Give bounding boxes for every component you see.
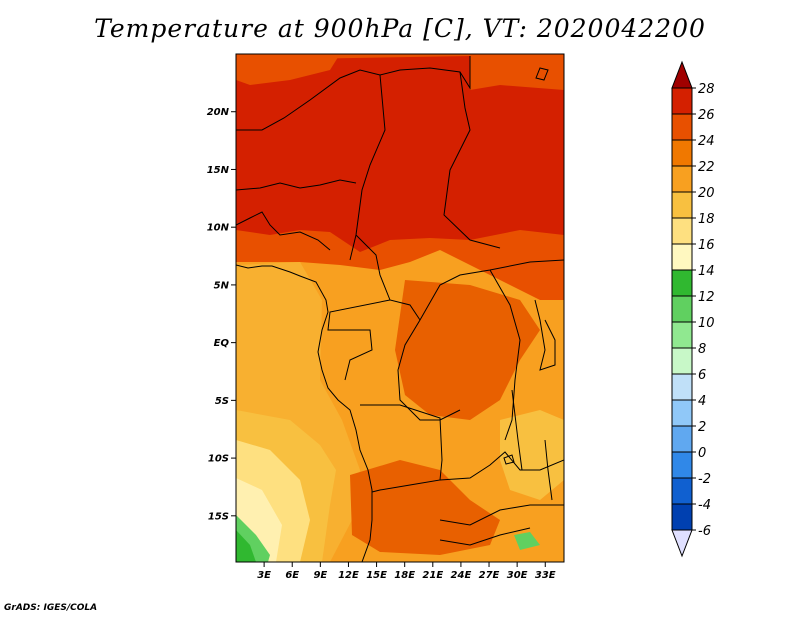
- border-gabon-congo: [327, 299, 391, 381]
- colorbar-swatch: [671, 477, 693, 505]
- lat-tick-label: 20N: [207, 107, 230, 118]
- country-boundaries: [236, 56, 564, 562]
- colorbar-label: 2: [698, 420, 706, 435]
- border-north: [236, 56, 471, 131]
- colorbar-label: -6: [698, 524, 711, 539]
- colorbar-swatch: [671, 139, 693, 167]
- border-zambezi: [439, 504, 564, 526]
- colorbar-swatch: [671, 347, 693, 375]
- field-band-24-26-south: [350, 460, 500, 555]
- colorbar-swatch: [671, 399, 693, 427]
- lat-tick-label: 5N: [214, 280, 230, 291]
- border-cameroon-car-drc: [355, 234, 461, 421]
- colorbar-label: 8: [698, 342, 706, 357]
- border-car-south-sudan: [419, 259, 564, 321]
- northeast-island: [535, 67, 549, 81]
- lon-tick-label: 6E: [285, 570, 299, 581]
- field-pocket-green-east: [514, 532, 540, 550]
- lake-tanganyika: [511, 389, 523, 471]
- colorbar-label: 20: [698, 186, 715, 201]
- colorbar-swatch: [671, 425, 693, 453]
- colorbar-swatch: [671, 451, 693, 479]
- colorbar-label: -2: [698, 472, 711, 487]
- lon-tick-label: 24E: [451, 570, 472, 581]
- lat-tick-label: EQ: [214, 338, 230, 349]
- colorbar-label: 6: [698, 368, 706, 383]
- colorbar-label: 26: [698, 108, 715, 123]
- latitude-axis: 20N 15N 10N 5N EQ 5S 10S 15S: [207, 107, 236, 522]
- temperature-field: [236, 54, 564, 562]
- longitude-axis: 3E 6E 9E 12E 15E 18E 21E 24E 27E 30E 33E: [257, 562, 556, 581]
- border-niger-chad: [349, 74, 386, 261]
- colorbar-label: 16: [698, 238, 715, 253]
- border-west: [236, 211, 331, 251]
- lon-tick-label: 3E: [257, 570, 271, 581]
- lon-tick-label: 30E: [507, 570, 528, 581]
- field-band-green-lower: [236, 530, 256, 562]
- lat-tick-label: 10S: [208, 454, 229, 465]
- colorbar-label: 14: [698, 264, 715, 279]
- lon-tick-label: 21E: [422, 570, 443, 581]
- colorbar-swatch: [671, 191, 693, 219]
- colorbar-label: 22: [698, 160, 715, 175]
- lat-tick-label: 15S: [208, 511, 229, 522]
- colorbar-label: 10: [698, 316, 715, 331]
- lake-malawi: [544, 439, 553, 501]
- colorbar-swatch: [671, 113, 693, 141]
- lon-tick-label: 9E: [313, 570, 327, 581]
- colorbar-label: -4: [698, 498, 711, 513]
- lake-victoria: [534, 299, 556, 371]
- border-angola: [360, 404, 443, 493]
- colorbar-top-arrow: [671, 60, 693, 89]
- lon-tick-label: 33E: [535, 570, 556, 581]
- lon-tick-label: 12E: [338, 570, 359, 581]
- map-title: Temperature at 900hPa [C], VT: 202004220…: [94, 14, 706, 43]
- lon-tick-label: 27E: [479, 570, 500, 581]
- map-frame: [235, 53, 565, 563]
- field-pocket-northwest: [236, 54, 340, 85]
- border-chad-sudan: [443, 71, 501, 249]
- field-band-24-26-central: [395, 280, 540, 420]
- colorbar-swatch: [671, 243, 693, 271]
- colorbar-swatch: [671, 165, 693, 193]
- colorbar-swatch: [671, 295, 693, 323]
- colorbar-label: 4: [698, 394, 706, 409]
- lon-tick-label: 18E: [394, 570, 415, 581]
- colorbar-label: 28: [698, 82, 715, 97]
- border-zambia: [439, 451, 564, 481]
- colorbar-swatch: [671, 217, 693, 245]
- lon-tick-label: 15E: [366, 570, 387, 581]
- colorbar-swatch: [671, 269, 693, 297]
- colorbar-swatch: [671, 373, 693, 401]
- border-east-rift: [489, 269, 521, 441]
- field-band-26-28: [236, 56, 564, 252]
- colorbar-bottom-arrow: [671, 529, 693, 558]
- border-south: [439, 527, 531, 546]
- colorbar-swatch: [671, 321, 693, 349]
- field-pocket-northeast: [470, 54, 564, 85]
- lat-tick-label: 5S: [215, 396, 229, 407]
- colorbar-label: 24: [698, 134, 715, 149]
- field-pocket-east-highlands: [500, 410, 564, 500]
- lat-tick-label: 15N: [207, 165, 230, 176]
- border-sahel: [236, 179, 357, 191]
- colorbar-swatch: [671, 87, 693, 115]
- grads-credit: GrADS: IGES/COLA: [4, 603, 98, 613]
- colorbar-label: 12: [698, 290, 715, 305]
- colorbar-label: 18: [698, 212, 715, 227]
- lat-tick-label: 10N: [207, 223, 230, 234]
- lake-bangweulu: [503, 454, 515, 465]
- coastline: [236, 264, 373, 562]
- colorbar-swatch: [671, 503, 693, 531]
- colorbar-label: 0: [698, 446, 706, 461]
